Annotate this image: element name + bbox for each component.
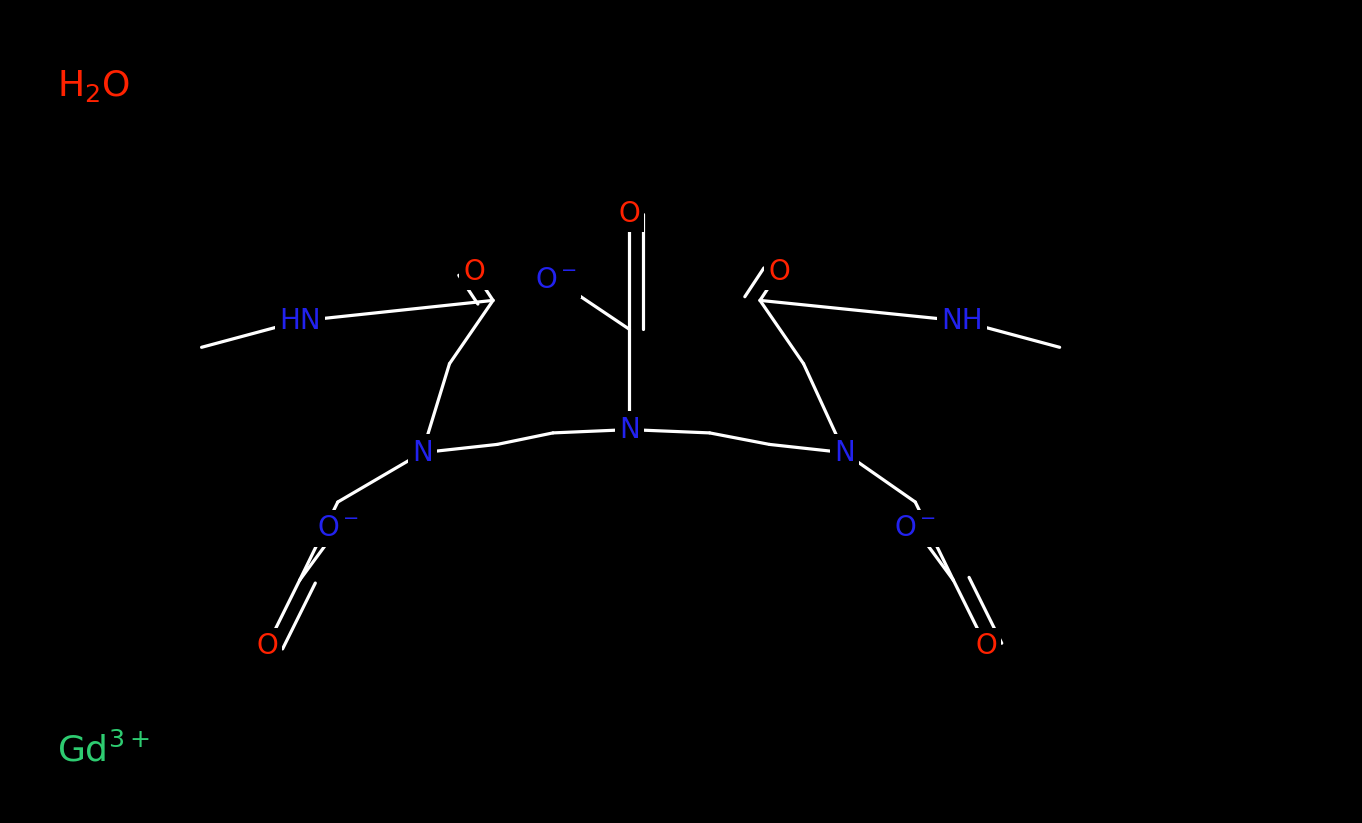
Text: O: O — [768, 258, 790, 286]
Text: O: O — [618, 200, 640, 228]
Text: N: N — [411, 439, 433, 467]
Text: N: N — [618, 416, 640, 444]
Text: O: O — [463, 258, 485, 286]
Text: HN: HN — [279, 307, 320, 335]
Text: O$^-$: O$^-$ — [535, 266, 576, 294]
Text: O: O — [256, 632, 278, 660]
Text: Gd$^{3+}$: Gd$^{3+}$ — [57, 732, 150, 769]
Text: N: N — [834, 439, 855, 467]
Text: O$^-$: O$^-$ — [895, 514, 936, 542]
Text: H$_2$O: H$_2$O — [57, 68, 131, 105]
Text: O: O — [975, 632, 997, 660]
Text: O$^-$: O$^-$ — [317, 514, 358, 542]
Text: NH: NH — [941, 307, 982, 335]
